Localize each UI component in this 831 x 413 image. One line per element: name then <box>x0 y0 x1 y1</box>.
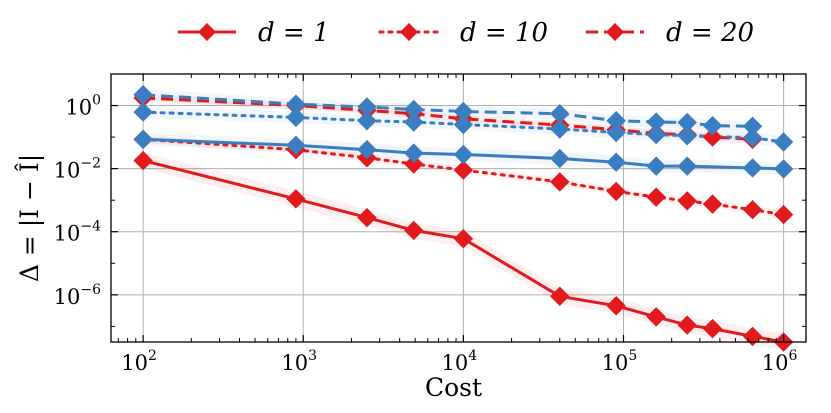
data-point <box>550 286 570 306</box>
data-point <box>404 99 424 120</box>
data-point <box>742 116 763 137</box>
data-point <box>133 150 153 171</box>
data-point <box>453 144 474 165</box>
x-tick-label: 102 <box>121 348 157 375</box>
data-point <box>357 97 377 117</box>
data-point <box>453 229 474 249</box>
data-point <box>742 199 763 220</box>
data-point <box>133 129 153 150</box>
data-point <box>702 115 723 136</box>
data-point <box>606 152 626 172</box>
data-point <box>702 194 723 214</box>
data-point <box>742 158 763 178</box>
data-point <box>453 114 474 135</box>
data-point <box>357 207 377 228</box>
legend: d = 1 d = 10 d = 20 <box>178 18 754 48</box>
data-point <box>646 156 666 176</box>
data-point <box>404 220 424 241</box>
data-point <box>742 326 763 347</box>
data-point <box>133 102 153 122</box>
data-point <box>550 148 570 169</box>
plot-frame <box>110 73 807 343</box>
y-tick-label: 10−6 <box>54 282 101 309</box>
y-tick-label: 100 <box>65 93 101 120</box>
data-point <box>133 85 153 105</box>
x-tick-label: 105 <box>602 348 638 375</box>
data-point <box>286 107 306 128</box>
data-point <box>357 111 377 131</box>
data-point <box>677 191 697 211</box>
legend-marker <box>606 23 624 41</box>
data-point <box>646 112 666 132</box>
data-point <box>357 139 377 160</box>
legend-label: d = 20 <box>666 18 754 48</box>
data-point <box>453 101 474 122</box>
data-point <box>606 296 626 316</box>
data-point <box>677 112 697 133</box>
data-point <box>646 124 666 145</box>
data-point <box>702 127 723 147</box>
axis-tick-labels: 102 103 104 105 106 100 10−2 10−4 10−6 <box>54 93 798 375</box>
data-point <box>550 104 570 124</box>
data-point <box>773 204 794 225</box>
legend-marker <box>400 23 418 41</box>
legend-label: d = 1 <box>258 18 330 48</box>
data-point <box>773 159 794 179</box>
data-point <box>677 315 697 335</box>
legend-label: d = 10 <box>460 18 548 48</box>
data-point <box>404 154 424 174</box>
y-tick-label: 10−4 <box>54 219 101 246</box>
y-tick-label: 10−2 <box>54 156 101 183</box>
y-axis-title: Δ = |I − Î| <box>15 154 45 282</box>
data-point <box>677 126 697 146</box>
data-point <box>702 318 723 339</box>
data-point <box>606 181 626 202</box>
data-point <box>286 135 306 155</box>
x-axis-title: Cost <box>425 373 482 402</box>
data-point <box>404 112 424 132</box>
x-tick-label: 104 <box>442 348 478 375</box>
data-point <box>550 172 570 192</box>
data-point <box>404 143 424 163</box>
data-point <box>286 189 306 209</box>
data-point <box>606 122 626 143</box>
series-markers <box>133 85 794 352</box>
data-point <box>677 156 697 176</box>
data-point <box>646 307 666 327</box>
data-point <box>286 94 306 114</box>
legend-marker <box>198 23 216 41</box>
data-point <box>550 119 570 139</box>
data-point <box>742 128 763 148</box>
x-tick-label: 106 <box>762 348 798 375</box>
data-point <box>646 187 666 207</box>
data-point <box>606 111 626 131</box>
data-point <box>773 132 794 152</box>
axis-ticks <box>111 74 806 342</box>
data-point <box>453 160 474 180</box>
x-tick-label: 103 <box>281 348 317 375</box>
